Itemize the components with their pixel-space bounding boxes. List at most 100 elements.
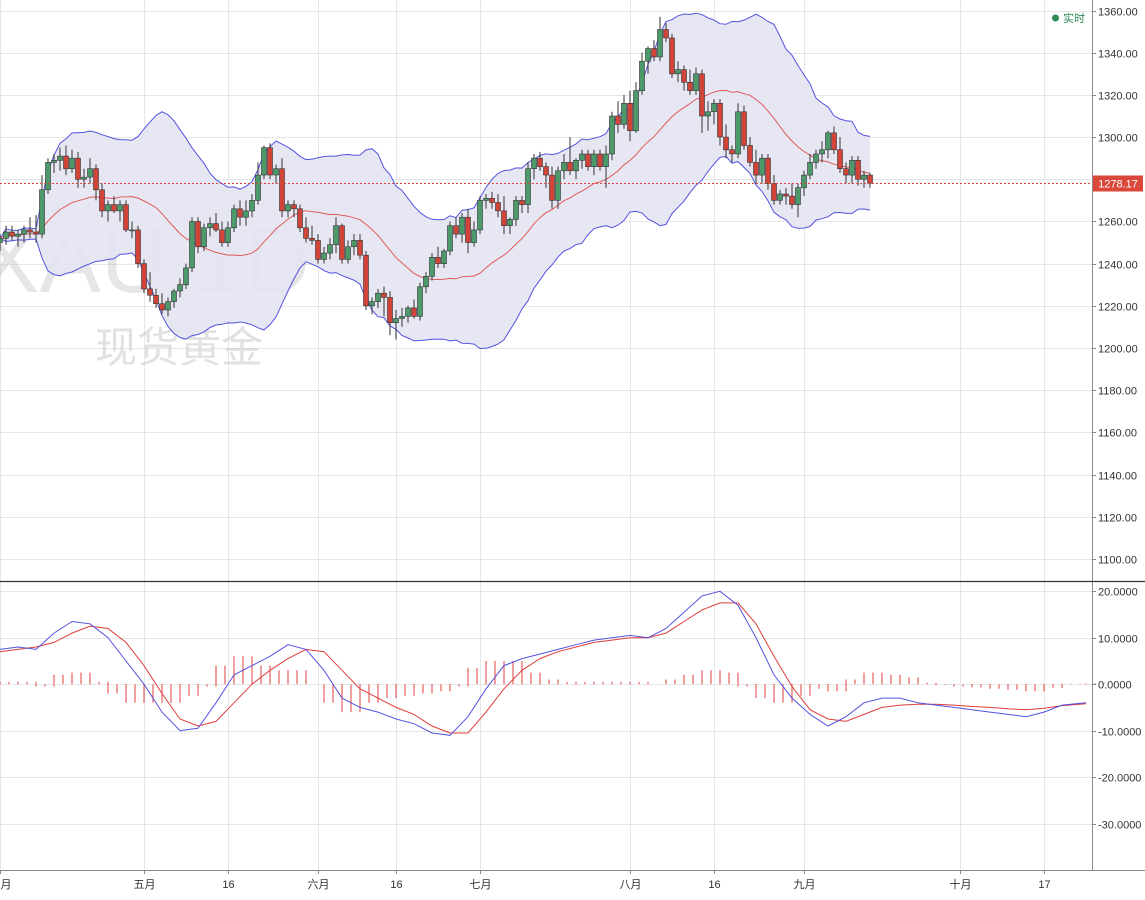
- macd-signal-line: [0, 602, 1087, 734]
- candle: [39, 175, 45, 239]
- candle: [441, 248, 447, 268]
- candle-body-down: [549, 174, 555, 201]
- candle-body-down: [357, 240, 363, 256]
- candle-body-up: [231, 208, 237, 229]
- candle: [447, 221, 453, 256]
- candle-body-down: [585, 153, 591, 167]
- candle: [123, 200, 129, 232]
- time-tick-label: 七月: [470, 878, 492, 891]
- candle-body-up: [429, 256, 435, 277]
- candle-body-up: [255, 174, 261, 201]
- candle-body-down: [453, 225, 459, 235]
- candle-body-up: [603, 153, 609, 167]
- candle: [219, 221, 225, 247]
- price-tick-label: 1160.00: [1098, 428, 1137, 440]
- candle-body-up: [477, 200, 483, 231]
- candle: [855, 156, 861, 186]
- candle: [87, 158, 93, 184]
- candle-body-up: [561, 162, 567, 172]
- candle: [105, 200, 111, 222]
- candle: [345, 240, 351, 264]
- candle: [375, 288, 381, 308]
- candle: [303, 217, 309, 243]
- candle-body-up: [261, 147, 267, 176]
- candle-body-up: [327, 244, 333, 254]
- candle-body-down: [567, 162, 573, 172]
- candle: [309, 225, 315, 245]
- candle-body-down: [93, 168, 99, 191]
- candle-body-down: [519, 200, 525, 205]
- candle-body-down: [747, 145, 753, 163]
- candle-body-up: [285, 204, 291, 212]
- candle-body-up: [633, 90, 639, 132]
- candle-body-up: [393, 318, 399, 323]
- candle-body-up: [735, 111, 741, 155]
- candle-body-up: [225, 227, 231, 243]
- candle-body-up: [249, 200, 255, 212]
- candle-body-up: [579, 153, 585, 161]
- candle-body-up: [645, 48, 651, 62]
- time-axis-ticks[interactable]: 四月 五月 16 六月 16 七月 八月 16 九月 十月 17: [0, 870, 1051, 891]
- candle-body-down: [615, 115, 621, 125]
- candle: [363, 251, 369, 310]
- candle-body-up: [87, 168, 93, 178]
- macd-axis-ticks[interactable]: 20.0000 10.0000 0.0000 -10.0000 -20.0000 -30.…: [1092, 587, 1141, 832]
- macd-tick-label: 10.0000: [1098, 634, 1138, 646]
- candle: [591, 149, 597, 176]
- candle: [627, 90, 633, 142]
- candle-body-up: [525, 168, 531, 205]
- macd-line: [0, 590, 1087, 736]
- candle: [621, 94, 627, 129]
- candle: [267, 143, 273, 180]
- candle-body-down: [741, 111, 747, 146]
- realtime-label: 实时: [1063, 11, 1085, 25]
- candle-body-down: [33, 231, 39, 235]
- candle-body-up: [201, 227, 207, 248]
- candle: [831, 126, 837, 154]
- candle: [681, 65, 687, 91]
- candle: [549, 166, 555, 209]
- candle: [609, 111, 615, 161]
- candle-body-down: [339, 225, 345, 260]
- candle-body-up: [591, 153, 597, 167]
- candle: [837, 137, 843, 173]
- last-price-label: 1278.17: [1098, 179, 1138, 191]
- candle-body-up: [705, 111, 711, 117]
- candle: [27, 217, 33, 239]
- candle: [195, 217, 201, 254]
- candle: [849, 156, 855, 184]
- macd-tick-label: -30.0000: [1098, 820, 1141, 832]
- bollinger-upper-line: [0, 12, 871, 239]
- candle: [519, 196, 525, 213]
- candle: [99, 183, 105, 218]
- candle-body-up: [417, 286, 423, 317]
- candle-body-up: [15, 233, 21, 237]
- candle: [471, 221, 477, 247]
- candle: [249, 194, 255, 218]
- candle-body-down: [597, 153, 603, 167]
- price-tick-label: 1360.00: [1098, 7, 1138, 19]
- candle-body-up: [711, 103, 717, 113]
- candle-body-down: [159, 303, 165, 311]
- candle: [201, 223, 207, 251]
- candle: [327, 238, 333, 260]
- candle: [351, 234, 357, 256]
- realtime-indicator[interactable]: 实时: [1052, 11, 1085, 25]
- candle: [639, 52, 645, 95]
- candle-body-up: [183, 267, 189, 286]
- price-tick-label: 1100.00: [1098, 555, 1137, 567]
- candle: [63, 145, 69, 176]
- macd-tick-label: -20.0000: [1098, 773, 1141, 785]
- time-tick-label: 五月: [134, 879, 156, 891]
- candle-body-down: [297, 208, 303, 229]
- candle-body-up: [0, 238, 3, 243]
- candle: [399, 307, 405, 327]
- candle: [789, 183, 795, 209]
- candle-body-up: [399, 316, 405, 319]
- time-tick-label: 16: [222, 879, 234, 891]
- candle-body-up: [471, 229, 477, 243]
- candle-body-up: [81, 176, 87, 180]
- candle-body-up: [801, 174, 807, 189]
